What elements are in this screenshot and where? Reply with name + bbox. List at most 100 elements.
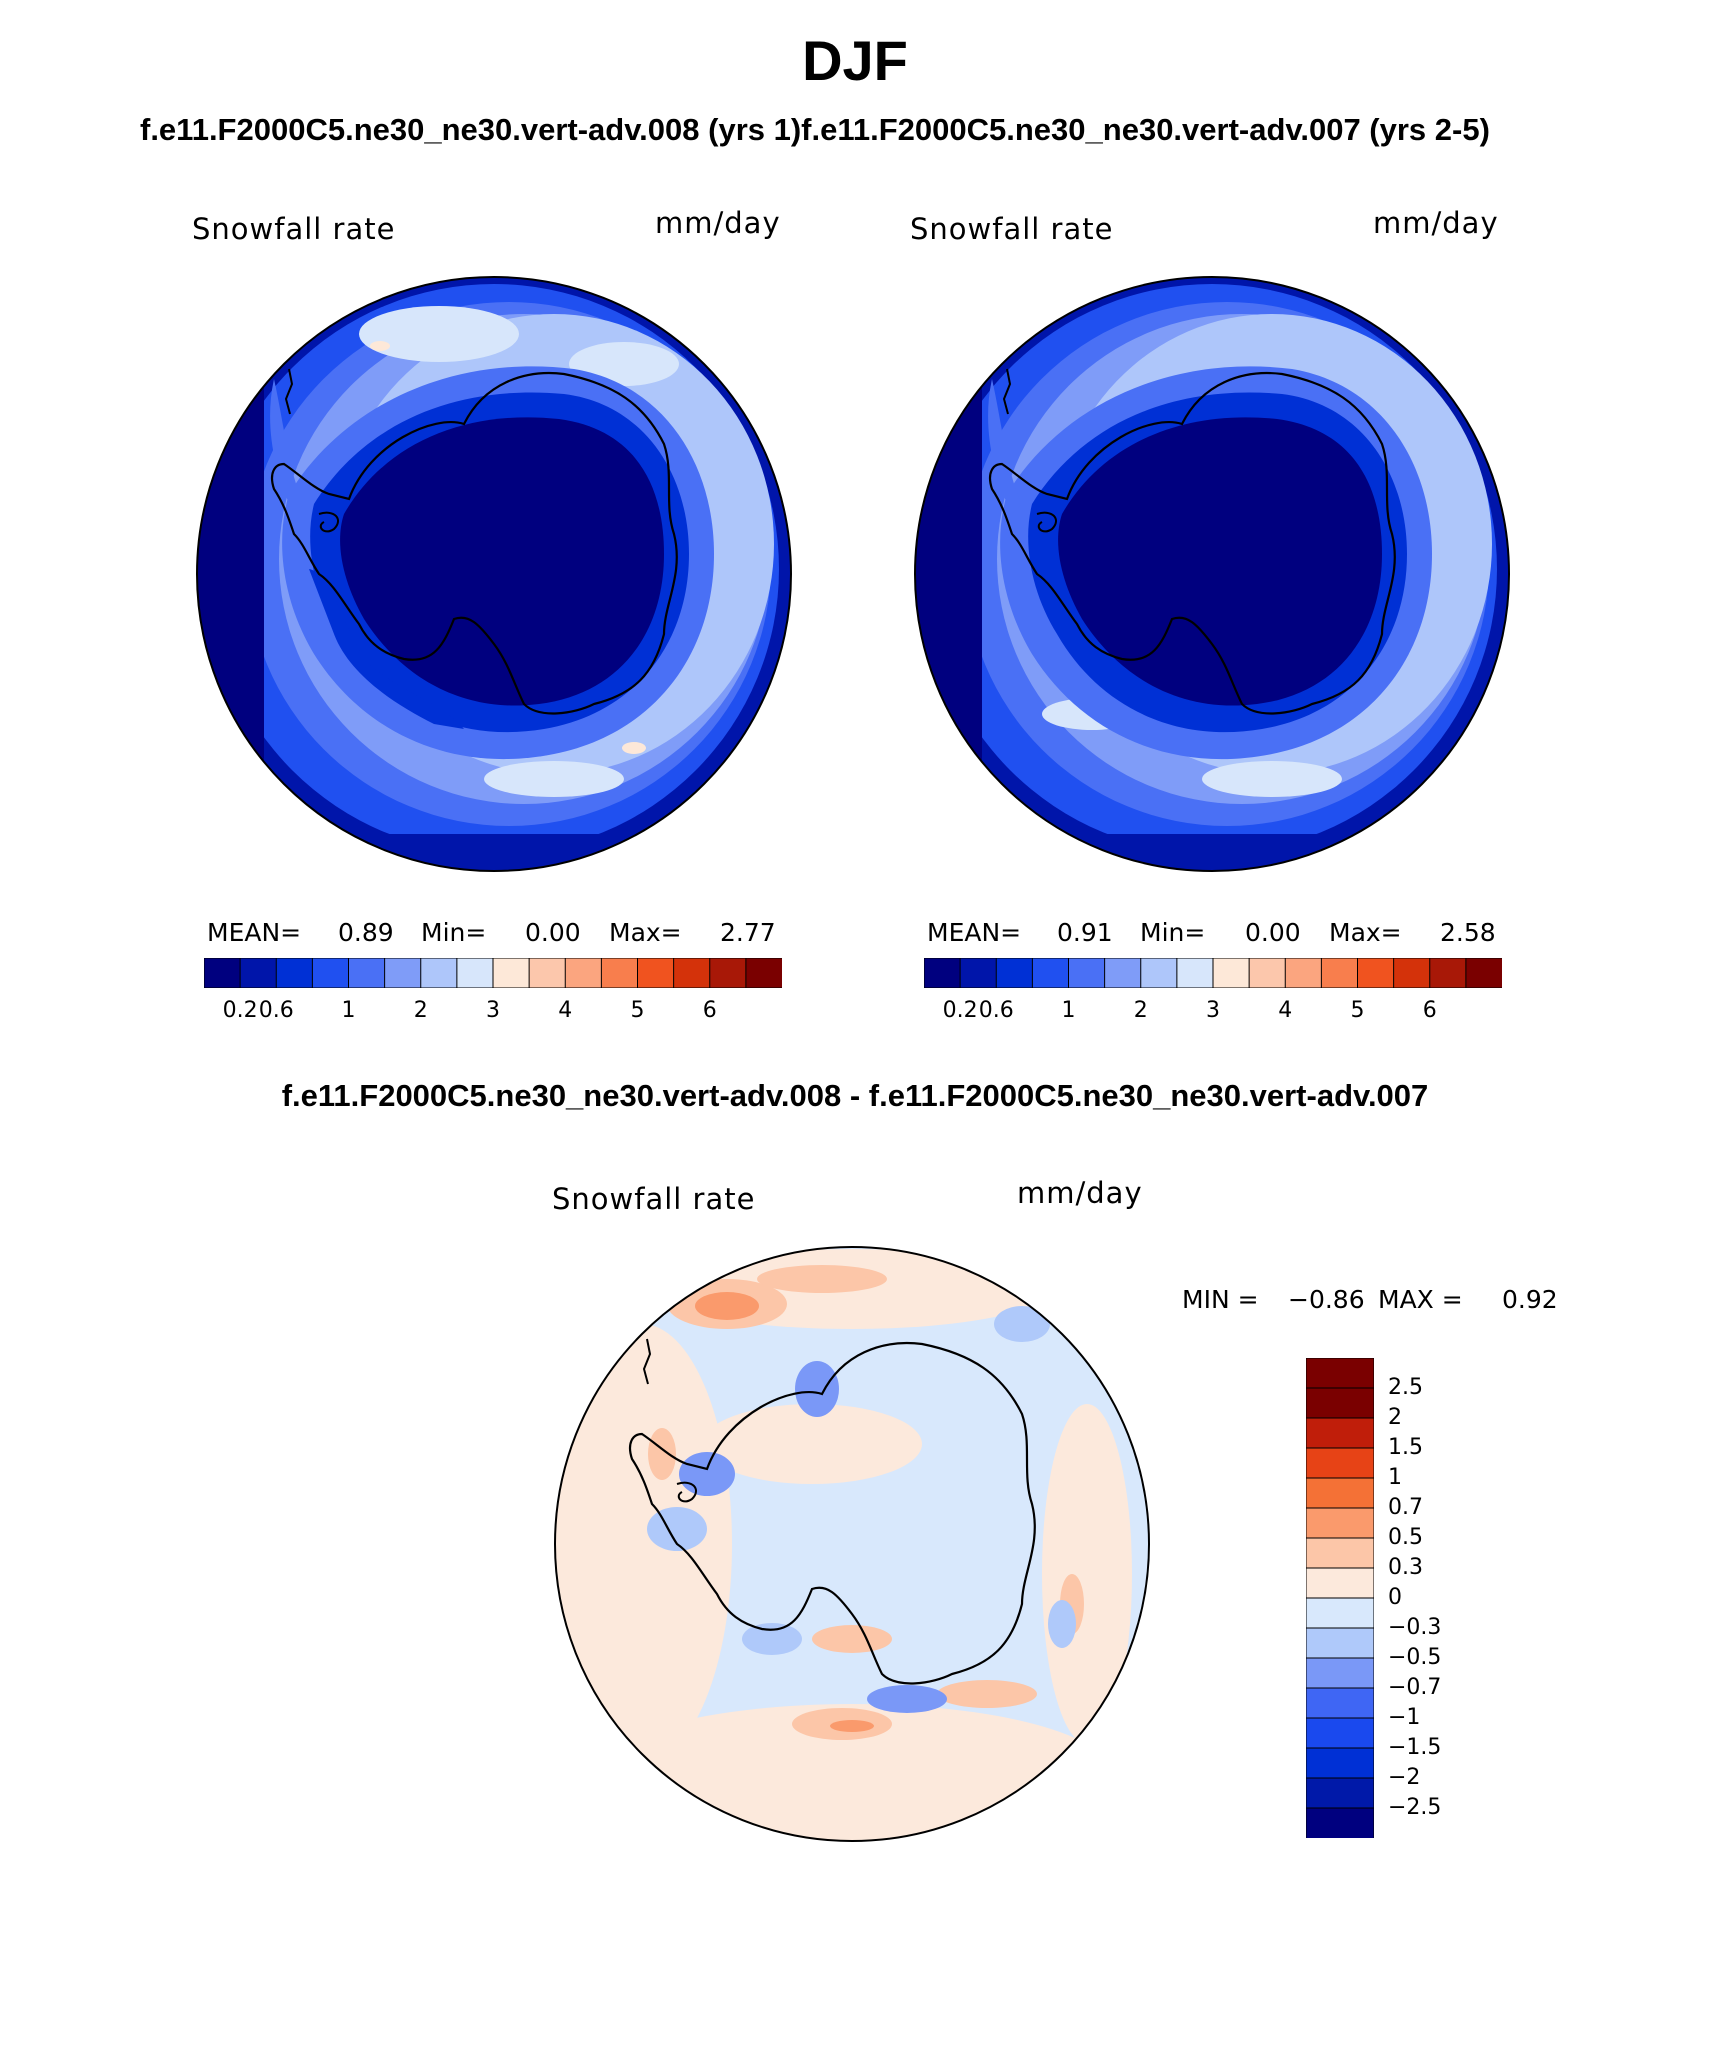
colorbar-swatch	[1068, 957, 1106, 989]
colorbar-tick-label: 0.2	[222, 998, 258, 1023]
panel1-polar-map	[196, 276, 792, 872]
colorbar-swatch	[1305, 1417, 1375, 1449]
panel1-mean-label: MEAN=	[207, 918, 302, 947]
colorbar-swatch	[1305, 1387, 1375, 1419]
colorbar-swatch	[1305, 1777, 1375, 1809]
colorbar-swatch	[311, 957, 350, 989]
panel2-variable-label: Snowfall rate	[910, 212, 1114, 246]
panel3-min-value: −0.86	[1288, 1285, 1365, 1314]
colorbar-swatch	[1320, 957, 1359, 989]
pos-moderate-7	[937, 1680, 1037, 1708]
panel3-map-border	[554, 1246, 1150, 1842]
colorbar-tick-label: 3	[1206, 998, 1220, 1023]
colorbar-tick-label: 5	[1350, 998, 1365, 1023]
patch-light-1	[1202, 761, 1342, 797]
colorbar-swatch	[1429, 957, 1467, 989]
patch-light-3	[484, 761, 624, 797]
colorbar-swatch	[1140, 957, 1178, 989]
panel1-max-label: Max=	[609, 918, 682, 947]
colorbar-tick-label: 1	[1061, 998, 1076, 1023]
colorbar-tick-label: 2.5	[1388, 1375, 1423, 1400]
panel2-max-label: Max=	[1329, 918, 1402, 947]
peninsula-band	[309, 569, 464, 729]
colorbar-swatch	[1176, 957, 1214, 989]
colorbar-tick-label: 4	[558, 998, 573, 1023]
colorbar-tick-label: −0.3	[1388, 1615, 1442, 1640]
colorbar-tick-label: 1	[341, 998, 356, 1023]
colorbar-svg	[203, 957, 783, 989]
colorbar-swatch	[1357, 957, 1395, 989]
colorbar-tick-label: 5	[630, 998, 645, 1023]
colorbar-swatch	[275, 957, 314, 989]
neg-moderate-4	[1048, 1600, 1076, 1648]
pos-moderate-2	[757, 1265, 887, 1293]
colorbar-swatch	[239, 957, 278, 989]
colorbar-swatch	[1305, 1567, 1375, 1599]
colorbar-swatch	[1305, 1357, 1375, 1389]
panel2-map-border	[914, 276, 1510, 872]
neg-moderate-3	[742, 1623, 802, 1655]
panel3-colorbar: 2.5 2 1.5 1 0.7 0.5 0.3 0 −0.3 −0.5 −0.7 −1 −1.5 −2 −2…	[1305, 1357, 1441, 1839]
colorbar-tick-label: −1.5	[1388, 1735, 1442, 1760]
colorbar-swatch	[348, 957, 386, 989]
colorbar-tick-label: 2	[1133, 998, 1148, 1023]
colorbar-swatch	[492, 957, 531, 989]
colorbar-swatch	[420, 957, 458, 989]
panel1-max-value: 2.77	[720, 918, 776, 947]
colorbar-tick-label: 0	[1388, 1585, 1402, 1610]
pos-moderate-6	[648, 1428, 676, 1480]
colorbar-swatch	[1248, 957, 1287, 989]
colorbar-swatch	[709, 957, 747, 989]
colorbar-tick-label: 6	[702, 998, 717, 1023]
panel2-colorbar: 0.2 0.6 1 2 3 4 5 6	[923, 957, 1503, 1023]
pos-region-west	[555, 1324, 732, 1764]
panel1-map-border	[196, 276, 792, 872]
colorbar-tick-label: 0.7	[1388, 1495, 1423, 1520]
colorbar-tick-label: 0.5	[1388, 1525, 1423, 1550]
difference-title: f.e11.F2000C5.ne30_ne30.vert-adv.008 - f…	[281, 1078, 1429, 1113]
colorbar-tick-label: 0.3	[1388, 1555, 1423, 1580]
colorbar-swatch	[995, 957, 1034, 989]
colorbar-swatch	[1305, 1807, 1375, 1839]
colorbar-tick-label: −0.7	[1388, 1675, 1442, 1700]
pos-region-inner	[702, 1404, 922, 1484]
colorbar-tick-label: 1	[1388, 1465, 1402, 1490]
neg-strong-1	[795, 1361, 839, 1417]
colorbar-swatch	[1284, 957, 1323, 989]
colorbar-swatch	[1031, 957, 1070, 989]
pos-region-south	[592, 1704, 1112, 1841]
pos-region-east	[1042, 1404, 1132, 1744]
colorbar-swatch	[745, 957, 783, 989]
colorbar-swatch	[1305, 1747, 1375, 1779]
colorbar-svg	[1305, 1357, 1375, 1839]
panel2-min-label: Min=	[1140, 918, 1206, 947]
panel1-units-label: mm/day	[655, 206, 781, 240]
panel2-units-label: mm/day	[1373, 206, 1499, 240]
panel3-max-value: 0.92	[1502, 1285, 1558, 1314]
colorbar-svg	[923, 957, 1503, 989]
patch-warm-2	[622, 742, 646, 754]
colorbar-swatch	[1305, 1597, 1375, 1629]
panel2-mean-label: MEAN=	[927, 918, 1022, 947]
colorbar-tick-label: 2	[413, 998, 428, 1023]
colorbar-swatch	[1305, 1477, 1375, 1509]
panel3-min-label: MIN =	[1182, 1285, 1259, 1314]
colorbar-swatch	[1465, 957, 1503, 989]
colorbar-tick-label: 6	[1422, 998, 1437, 1023]
south-edge-low	[197, 834, 791, 871]
neg-strong-2	[679, 1452, 735, 1496]
drake-band	[270, 379, 304, 514]
colorbar-swatch	[1305, 1717, 1375, 1749]
patch-warm-1	[370, 341, 390, 351]
colorbar-swatch	[673, 957, 711, 989]
colorbar-swatch	[1305, 1507, 1375, 1539]
panel2-min-value: 0.00	[1245, 918, 1301, 947]
west-edge-low	[915, 277, 982, 871]
panel1-colorbar: 0.2 0.6 1 2 3 4 5 6	[203, 957, 783, 1023]
colorbar-tick-label: −0.5	[1388, 1645, 1442, 1670]
colorbar-swatch	[1104, 957, 1142, 989]
colorbar-swatch	[1212, 957, 1251, 989]
panel1-min-value: 0.00	[525, 918, 581, 947]
colorbar-tick-label: 0.2	[942, 998, 978, 1023]
colorbar-swatch	[1305, 1687, 1375, 1719]
